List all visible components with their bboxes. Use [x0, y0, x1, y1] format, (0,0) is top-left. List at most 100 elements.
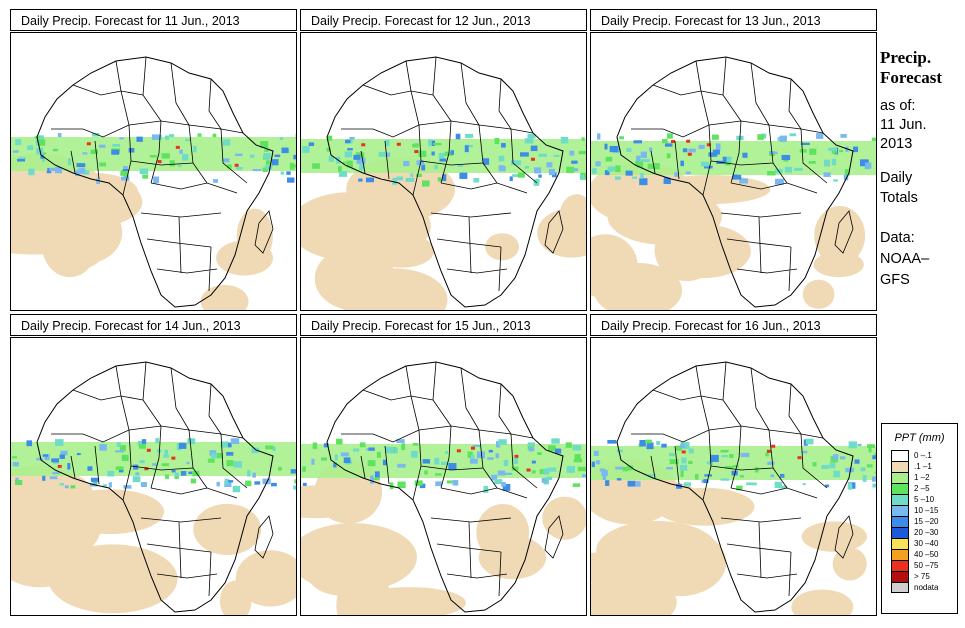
rain-cell: [108, 482, 112, 488]
rain-cell: [669, 459, 679, 465]
rain-cell: [133, 464, 139, 470]
legend-label: 5 –10: [914, 495, 935, 504]
rain-cell: [370, 475, 374, 481]
rain-cell: [767, 461, 775, 465]
rain-cell: [789, 133, 797, 137]
rain-cell: [597, 133, 601, 140]
side-data-line2: NOAA–: [880, 251, 930, 267]
rain-cell: [280, 171, 285, 175]
rain-cell: [188, 471, 193, 475]
rain-cell: [415, 173, 422, 178]
light-precip-area: [655, 487, 755, 526]
rain-cell: [636, 161, 644, 168]
light-precip-area: [813, 251, 864, 278]
heavy-rain-cell: [766, 449, 771, 453]
rain-cell: [767, 171, 776, 176]
rain-cell: [265, 445, 274, 450]
rain-cell: [37, 139, 46, 146]
rain-cell: [207, 458, 215, 463]
rain-cell: [680, 470, 684, 477]
rain-cell: [872, 483, 876, 488]
rain-cell: [450, 150, 455, 155]
rain-cell: [344, 151, 353, 158]
legend-label: 2 –5: [914, 484, 930, 493]
rain-cell: [82, 170, 90, 175]
rain-cell: [605, 480, 610, 486]
rain-cell: [574, 454, 581, 459]
legend-label: 50 –75: [914, 561, 939, 570]
rain-cell: [334, 454, 338, 461]
rain-cell: [281, 147, 289, 154]
rain-cell: [616, 449, 624, 453]
rain-cell: [823, 172, 831, 177]
rain-cell: [99, 144, 106, 148]
side-data-line3: GFS: [880, 272, 910, 288]
rain-cell: [132, 476, 141, 483]
rain-cell: [832, 454, 839, 460]
rain-cell: [726, 156, 732, 163]
rain-cell: [42, 155, 46, 162]
side-heading-line1: Precip.: [880, 48, 932, 67]
rain-cell: [607, 439, 617, 444]
rain-cell: [779, 135, 787, 142]
rain-cell: [15, 477, 19, 481]
rain-cell: [99, 162, 107, 167]
rain-cell: [591, 461, 595, 468]
rain-cell: [12, 150, 19, 153]
rain-cell: [527, 442, 535, 447]
rain-cell: [470, 455, 475, 461]
rain-cell: [410, 173, 414, 177]
rain-cell: [220, 441, 229, 448]
legend-item: nodata: [882, 582, 957, 593]
rain-cell: [666, 133, 673, 139]
rain-cell: [40, 152, 47, 155]
rain-cell: [483, 485, 489, 493]
rain-cell: [321, 457, 327, 461]
rain-cell: [848, 441, 858, 449]
rain-cell: [865, 162, 872, 169]
rain-cell: [438, 152, 445, 159]
legend-item: > 75: [882, 571, 957, 582]
rain-cell: [520, 152, 529, 157]
rain-cell: [626, 465, 633, 471]
rain-cell: [457, 164, 464, 167]
rain-cell: [581, 137, 585, 141]
legend-swatch: [891, 461, 909, 472]
precip-map: [300, 337, 587, 616]
panel-title: Daily Precip. Forecast for 15 Jun., 2013: [300, 314, 587, 336]
rain-cell: [405, 177, 415, 182]
rain-cell: [121, 176, 130, 181]
rain-cell: [866, 444, 875, 448]
rain-cell: [848, 482, 852, 487]
rain-cell: [90, 477, 99, 482]
madagascar-outline: [834, 515, 854, 559]
rain-cell: [615, 165, 621, 173]
rain-cell: [566, 166, 575, 174]
rain-cell: [428, 139, 432, 147]
rain-cell: [418, 150, 427, 157]
rain-cell: [739, 178, 748, 184]
country-borders: [341, 56, 538, 292]
rain-cell: [49, 476, 58, 480]
rain-cell: [781, 154, 791, 161]
rain-cell: [182, 154, 189, 161]
precip-map: [10, 32, 297, 311]
rain-cell: [337, 166, 342, 172]
rain-cell: [164, 449, 168, 455]
rain-cell: [152, 134, 160, 140]
rain-cell: [353, 154, 361, 160]
rain-cell: [434, 457, 440, 465]
africa-coastline: [36, 361, 274, 613]
rain-cell: [222, 139, 231, 146]
rain-cell: [193, 145, 197, 153]
rain-cell: [385, 446, 394, 454]
rain-cell: [216, 481, 220, 487]
rain-cell: [874, 471, 876, 474]
rain-cell: [327, 135, 333, 141]
country-borders: [631, 56, 828, 292]
rain-cell: [853, 146, 859, 153]
rain-cell: [293, 154, 296, 160]
legend-item: 5 –10: [882, 494, 957, 505]
heavy-rain-cell: [146, 448, 151, 452]
africa-map-graphic: [11, 338, 296, 615]
